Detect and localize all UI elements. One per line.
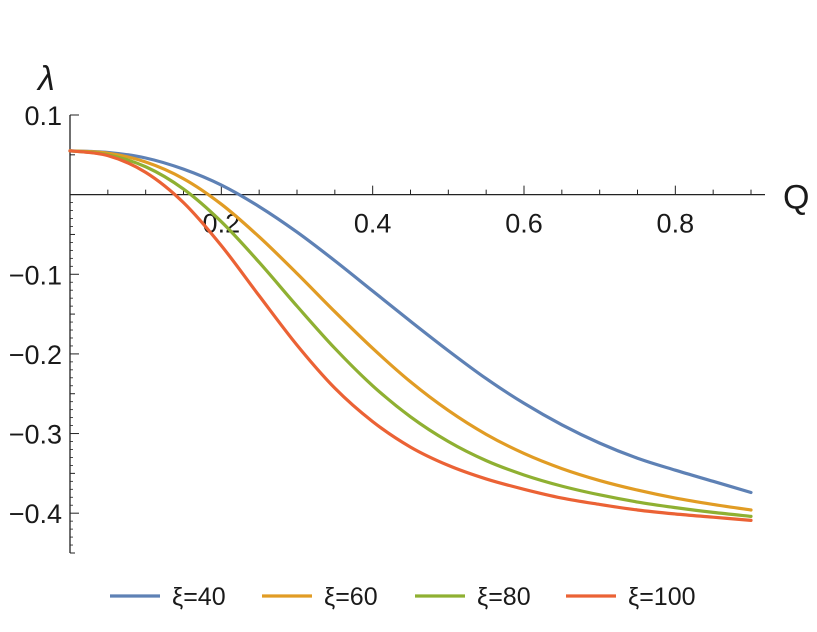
axes: 0.2 0.4 0.6 0.8 0.1−0.1−0.2−0.3−0.4 [9,101,765,554]
y-tick-label: −0.2 [9,340,62,370]
series-line-3 [68,149,753,518]
y-axis-title: λ [36,60,55,98]
series-layer [68,149,753,522]
y-tick-label: 0.1 [24,101,62,131]
legend-label: ξ=80 [477,583,531,611]
y-tick-label: −0.3 [9,420,62,450]
x-tick-label: 0.6 [505,209,543,239]
legend-label: ξ=100 [628,583,696,611]
legend: ξ=40 ξ=60 ξ=80 ξ=100 [110,583,696,611]
series-line-2 [68,149,753,512]
legend-label: ξ=40 [172,583,226,611]
legend-label: ξ=60 [324,583,378,611]
y-ticks: 0.1 −0.1 −0.2 −0.3 −0.4 [9,101,79,554]
series-line-1 [68,149,753,495]
x-tick-label: 0.4 [354,209,392,239]
series-line-4 [68,149,753,522]
y-tick-label: −0.1 [9,260,62,290]
x-axis-title: Q [783,179,809,217]
x-tick-label: 0.8 [657,209,695,239]
y-tick-label: −0.4 [9,499,62,529]
